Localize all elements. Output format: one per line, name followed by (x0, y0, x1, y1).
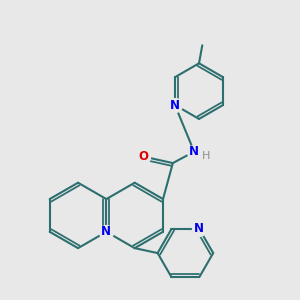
Text: H: H (202, 151, 211, 160)
Text: N: N (194, 223, 204, 236)
Text: N: N (170, 98, 180, 112)
Text: N: N (101, 225, 111, 238)
Text: N: N (189, 145, 199, 158)
Text: O: O (138, 150, 148, 163)
